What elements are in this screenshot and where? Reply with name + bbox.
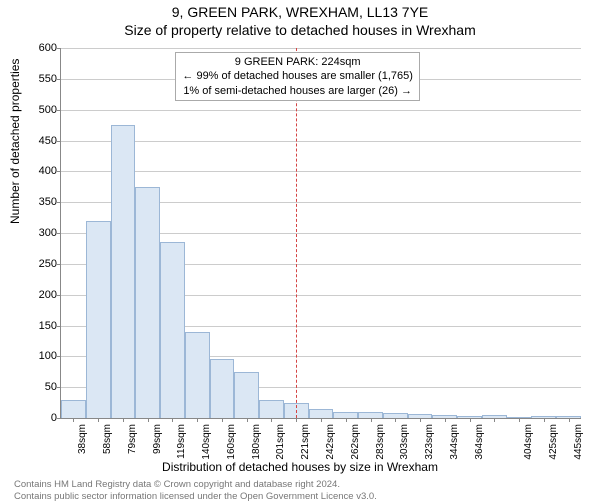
- ytick-label: 500: [39, 104, 61, 116]
- xtick-mark: [172, 418, 173, 422]
- page-subtitle: Size of property relative to detached ho…: [0, 22, 600, 38]
- footer-line-2: Contains public sector information licen…: [14, 491, 377, 502]
- annotation-box: 9 GREEN PARK: 224sqm ← 99% of detached h…: [175, 52, 420, 101]
- xtick-mark: [371, 418, 372, 422]
- xtick-label: 79sqm: [127, 424, 138, 454]
- ytick-label: 400: [39, 165, 61, 177]
- grid-line: [61, 110, 581, 111]
- ytick-label: 0: [51, 412, 61, 424]
- ytick-label: 50: [45, 381, 61, 393]
- xtick-mark: [123, 418, 124, 422]
- histogram-bar: [531, 416, 556, 418]
- ytick-label: 250: [39, 258, 61, 270]
- histogram-bar: [185, 332, 210, 418]
- xtick-mark: [296, 418, 297, 422]
- histogram-bar: [556, 416, 581, 418]
- ytick-label: 350: [39, 196, 61, 208]
- xtick-label: 99sqm: [152, 424, 163, 454]
- ytick-label: 100: [39, 350, 61, 362]
- xtick-mark: [73, 418, 74, 422]
- ytick-label: 200: [39, 289, 61, 301]
- histogram-bar: [86, 221, 111, 418]
- histogram-bar: [358, 412, 383, 418]
- ytick-label: 300: [39, 227, 61, 239]
- histogram-bar: [383, 413, 408, 418]
- xtick-mark: [148, 418, 149, 422]
- xtick-mark: [222, 418, 223, 422]
- histogram-bar: [457, 416, 482, 418]
- histogram-bar: [160, 242, 185, 418]
- ytick-label: 600: [39, 42, 61, 54]
- xtick-mark: [346, 418, 347, 422]
- histogram-bar: [482, 415, 507, 418]
- xtick-label: 180sqm: [251, 424, 262, 460]
- annotation-line-2: ← 99% of detached houses are smaller (1,…: [182, 69, 413, 83]
- histogram-bar: [408, 414, 433, 418]
- grid-line: [61, 141, 581, 142]
- xtick-label: 425sqm: [548, 424, 559, 460]
- xtick-mark: [247, 418, 248, 422]
- y-axis-label: Number of detached properties: [8, 59, 22, 224]
- xtick-mark: [271, 418, 272, 422]
- annotation-line-3: 1% of semi-detached houses are larger (2…: [182, 84, 413, 98]
- xtick-label: 344sqm: [449, 424, 460, 460]
- xtick-mark: [519, 418, 520, 422]
- xtick-label: 140sqm: [201, 424, 212, 460]
- xtick-label: 303sqm: [399, 424, 410, 460]
- xtick-label: 119sqm: [176, 424, 187, 459]
- xtick-label: 262sqm: [350, 424, 361, 460]
- xtick-mark: [569, 418, 570, 422]
- xtick-mark: [544, 418, 545, 422]
- histogram-bar: [309, 409, 334, 418]
- histogram-bar: [432, 415, 457, 418]
- histogram-bar: [507, 417, 532, 418]
- xtick-label: 364sqm: [474, 424, 485, 460]
- xtick-mark: [321, 418, 322, 422]
- xtick-label: 242sqm: [325, 424, 336, 460]
- histogram-bar: [111, 125, 136, 418]
- histogram-bar: [234, 372, 259, 418]
- reference-line: [296, 48, 297, 418]
- histogram-plot: 9 GREEN PARK: 224sqm ← 99% of detached h…: [60, 48, 581, 419]
- xtick-mark: [470, 418, 471, 422]
- xtick-mark: [494, 418, 495, 422]
- xtick-label: 38sqm: [77, 424, 88, 454]
- xtick-label: 445sqm: [573, 424, 584, 460]
- ytick-label: 150: [39, 320, 61, 332]
- footer-attribution: Contains HM Land Registry data © Crown c…: [14, 479, 377, 502]
- xtick-mark: [395, 418, 396, 422]
- histogram-bar: [135, 187, 160, 418]
- histogram-bar: [210, 359, 235, 418]
- grid-line: [61, 171, 581, 172]
- xtick-mark: [420, 418, 421, 422]
- page-title-address: 9, GREEN PARK, WREXHAM, LL13 7YE: [0, 4, 600, 20]
- xtick-label: 58sqm: [102, 424, 113, 454]
- footer-line-1: Contains HM Land Registry data © Crown c…: [14, 479, 377, 490]
- ytick-label: 550: [39, 73, 61, 85]
- annotation-line-1: 9 GREEN PARK: 224sqm: [182, 55, 413, 69]
- xtick-label: 201sqm: [275, 424, 286, 460]
- histogram-bar: [61, 400, 86, 419]
- xtick-label: 221sqm: [300, 424, 311, 460]
- grid-line: [61, 48, 581, 49]
- xtick-mark: [197, 418, 198, 422]
- xtick-label: 160sqm: [226, 424, 237, 460]
- x-axis-label: Distribution of detached houses by size …: [0, 460, 600, 474]
- xtick-mark: [445, 418, 446, 422]
- xtick-label: 404sqm: [523, 424, 534, 460]
- xtick-label: 323sqm: [424, 424, 435, 460]
- xtick-mark: [98, 418, 99, 422]
- ytick-label: 450: [39, 135, 61, 147]
- xtick-label: 283sqm: [375, 424, 386, 460]
- histogram-bar: [259, 400, 284, 419]
- histogram-bar: [333, 412, 358, 418]
